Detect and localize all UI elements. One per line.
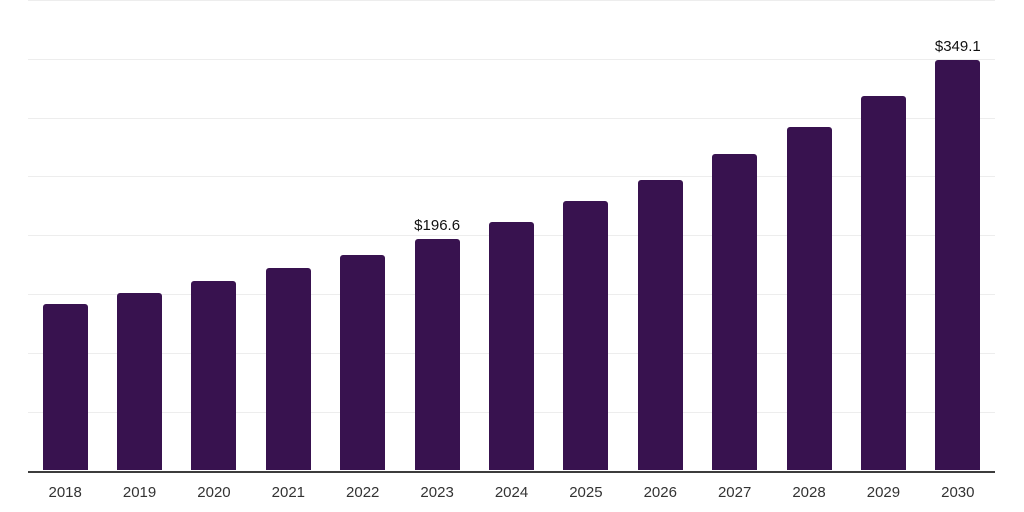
bar-2020 — [191, 281, 237, 471]
gridline-350 — [28, 59, 995, 60]
gridline-250 — [28, 176, 995, 177]
bar-2021 — [265, 268, 311, 471]
x-tick-label-2026: 2026 — [643, 484, 677, 501]
bar-2024 — [489, 222, 534, 471]
bar-2030 — [935, 59, 981, 471]
bar-2025 — [563, 201, 609, 471]
x-tick-label-2020: 2020 — [197, 484, 231, 501]
x-tick-label-2025: 2025 — [569, 484, 603, 501]
x-tick-label-2027: 2027 — [717, 484, 752, 501]
x-tick-label-2030: 2030 — [941, 484, 975, 501]
x-tick-label-2019: 2019 — [122, 484, 157, 501]
bar-2026 — [637, 180, 683, 471]
bar-2028 — [786, 127, 832, 471]
bar-2019 — [117, 293, 163, 471]
x-tick-label-2029: 2029 — [866, 484, 901, 501]
x-tick-label-2023: 2023 — [420, 484, 454, 501]
x-tick-label-2028: 2028 — [792, 484, 826, 501]
bar-2023 — [414, 239, 460, 471]
gridline-300 — [28, 118, 995, 119]
bar-2027 — [712, 154, 758, 471]
data-label-2023: $196.6 — [414, 217, 461, 235]
x-tick-label-2024: 2024 — [494, 484, 529, 501]
bar-2029 — [860, 96, 906, 471]
x-tick-label-2022: 2022 — [346, 484, 380, 501]
bar-2018 — [42, 304, 88, 471]
bar-2022 — [340, 255, 386, 471]
x-tick-label-2018: 2018 — [48, 484, 82, 501]
x-axis-line — [28, 471, 995, 473]
data-label-2030: $349.1 — [934, 37, 981, 55]
x-tick-label-2021: 2021 — [271, 484, 306, 501]
gridline-400 — [28, 0, 995, 1]
